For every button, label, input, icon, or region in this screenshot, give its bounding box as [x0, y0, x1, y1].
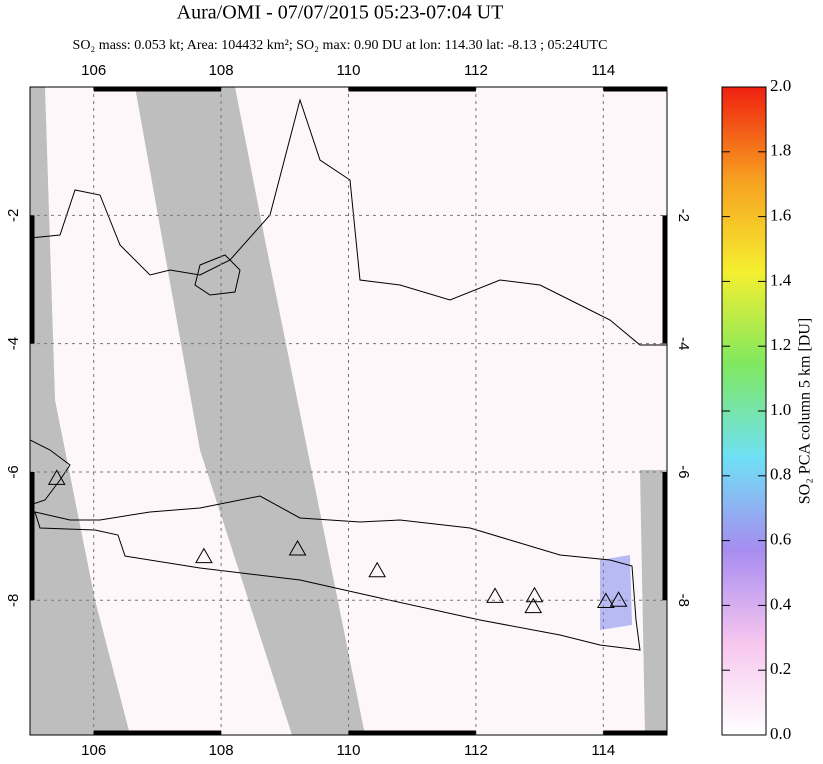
colorbar-tick-label: 1.6	[770, 206, 791, 225]
grid	[30, 87, 667, 735]
borneo-coast	[30, 98, 667, 346]
java-coast	[34, 495, 641, 651]
title: Aura/OMI - 07/07/2015 05:23-07:04 UT	[177, 2, 504, 24]
y-tick-label: -2	[675, 209, 692, 222]
x-tick-label: 106	[81, 62, 106, 79]
colorbar-tick-label: 1.8	[770, 141, 791, 160]
colorbar-tick-label: 0.4	[770, 594, 792, 613]
x-tick-label: 114	[591, 742, 615, 759]
volcano-marker	[596, 592, 615, 609]
colorbar-tick-label: 0.8	[770, 465, 791, 484]
colorbar-tick-label: 0.0	[770, 724, 791, 743]
x-tick-label: 110	[337, 62, 361, 79]
x-tick-label: 114	[591, 62, 615, 79]
x-tick-label: 112	[464, 62, 488, 79]
x-tick-label: 106	[81, 742, 106, 759]
y-tick-label: -8	[675, 594, 692, 607]
no-data-swath	[135, 87, 365, 735]
y-tick-label: -2	[5, 209, 22, 222]
y-tick-label: -6	[5, 465, 22, 478]
colorbar-tick-label: 2.0	[770, 76, 791, 95]
markers	[47, 469, 628, 614]
so2-plume	[600, 555, 632, 630]
y-tick-label: -6	[675, 465, 692, 478]
volcano-marker	[368, 561, 387, 578]
y-tick-label: -4	[675, 337, 692, 350]
sumatra-coast	[30, 439, 71, 506]
colorbar-tick-label: 0.6	[770, 530, 791, 549]
volcano-marker	[524, 597, 543, 614]
colorbar-label: SO₂ PCA column 5 km [DU]	[797, 318, 814, 504]
no-data-swath	[30, 87, 130, 735]
x-tick-label: 110	[337, 742, 361, 759]
subtitle: SO₂ mass: 0.053 kt; Area: 104432 km²; SO…	[73, 38, 608, 53]
coastlines	[30, 98, 667, 651]
volcano-marker	[288, 539, 307, 556]
swaths	[30, 87, 667, 735]
volcano-marker	[195, 547, 213, 564]
y-tick-label: -4	[5, 337, 22, 350]
no-data-swath	[640, 470, 667, 735]
x-tick-label: 112	[464, 742, 488, 759]
colorbar-tick-label: 1.4	[770, 270, 792, 289]
y-tick-label: -8	[5, 594, 22, 607]
colorbar-tick-label: 1.0	[770, 400, 791, 419]
x-tick-label: 108	[209, 742, 234, 759]
x-tick-label: 108	[209, 62, 234, 79]
volcano-marker	[609, 591, 628, 607]
island	[194, 254, 241, 296]
colorbar-tick-label: 1.2	[770, 335, 791, 354]
volcano-marker	[486, 587, 504, 603]
volcano-marker	[47, 469, 66, 485]
colorbar-tick-label: 0.2	[770, 659, 791, 678]
